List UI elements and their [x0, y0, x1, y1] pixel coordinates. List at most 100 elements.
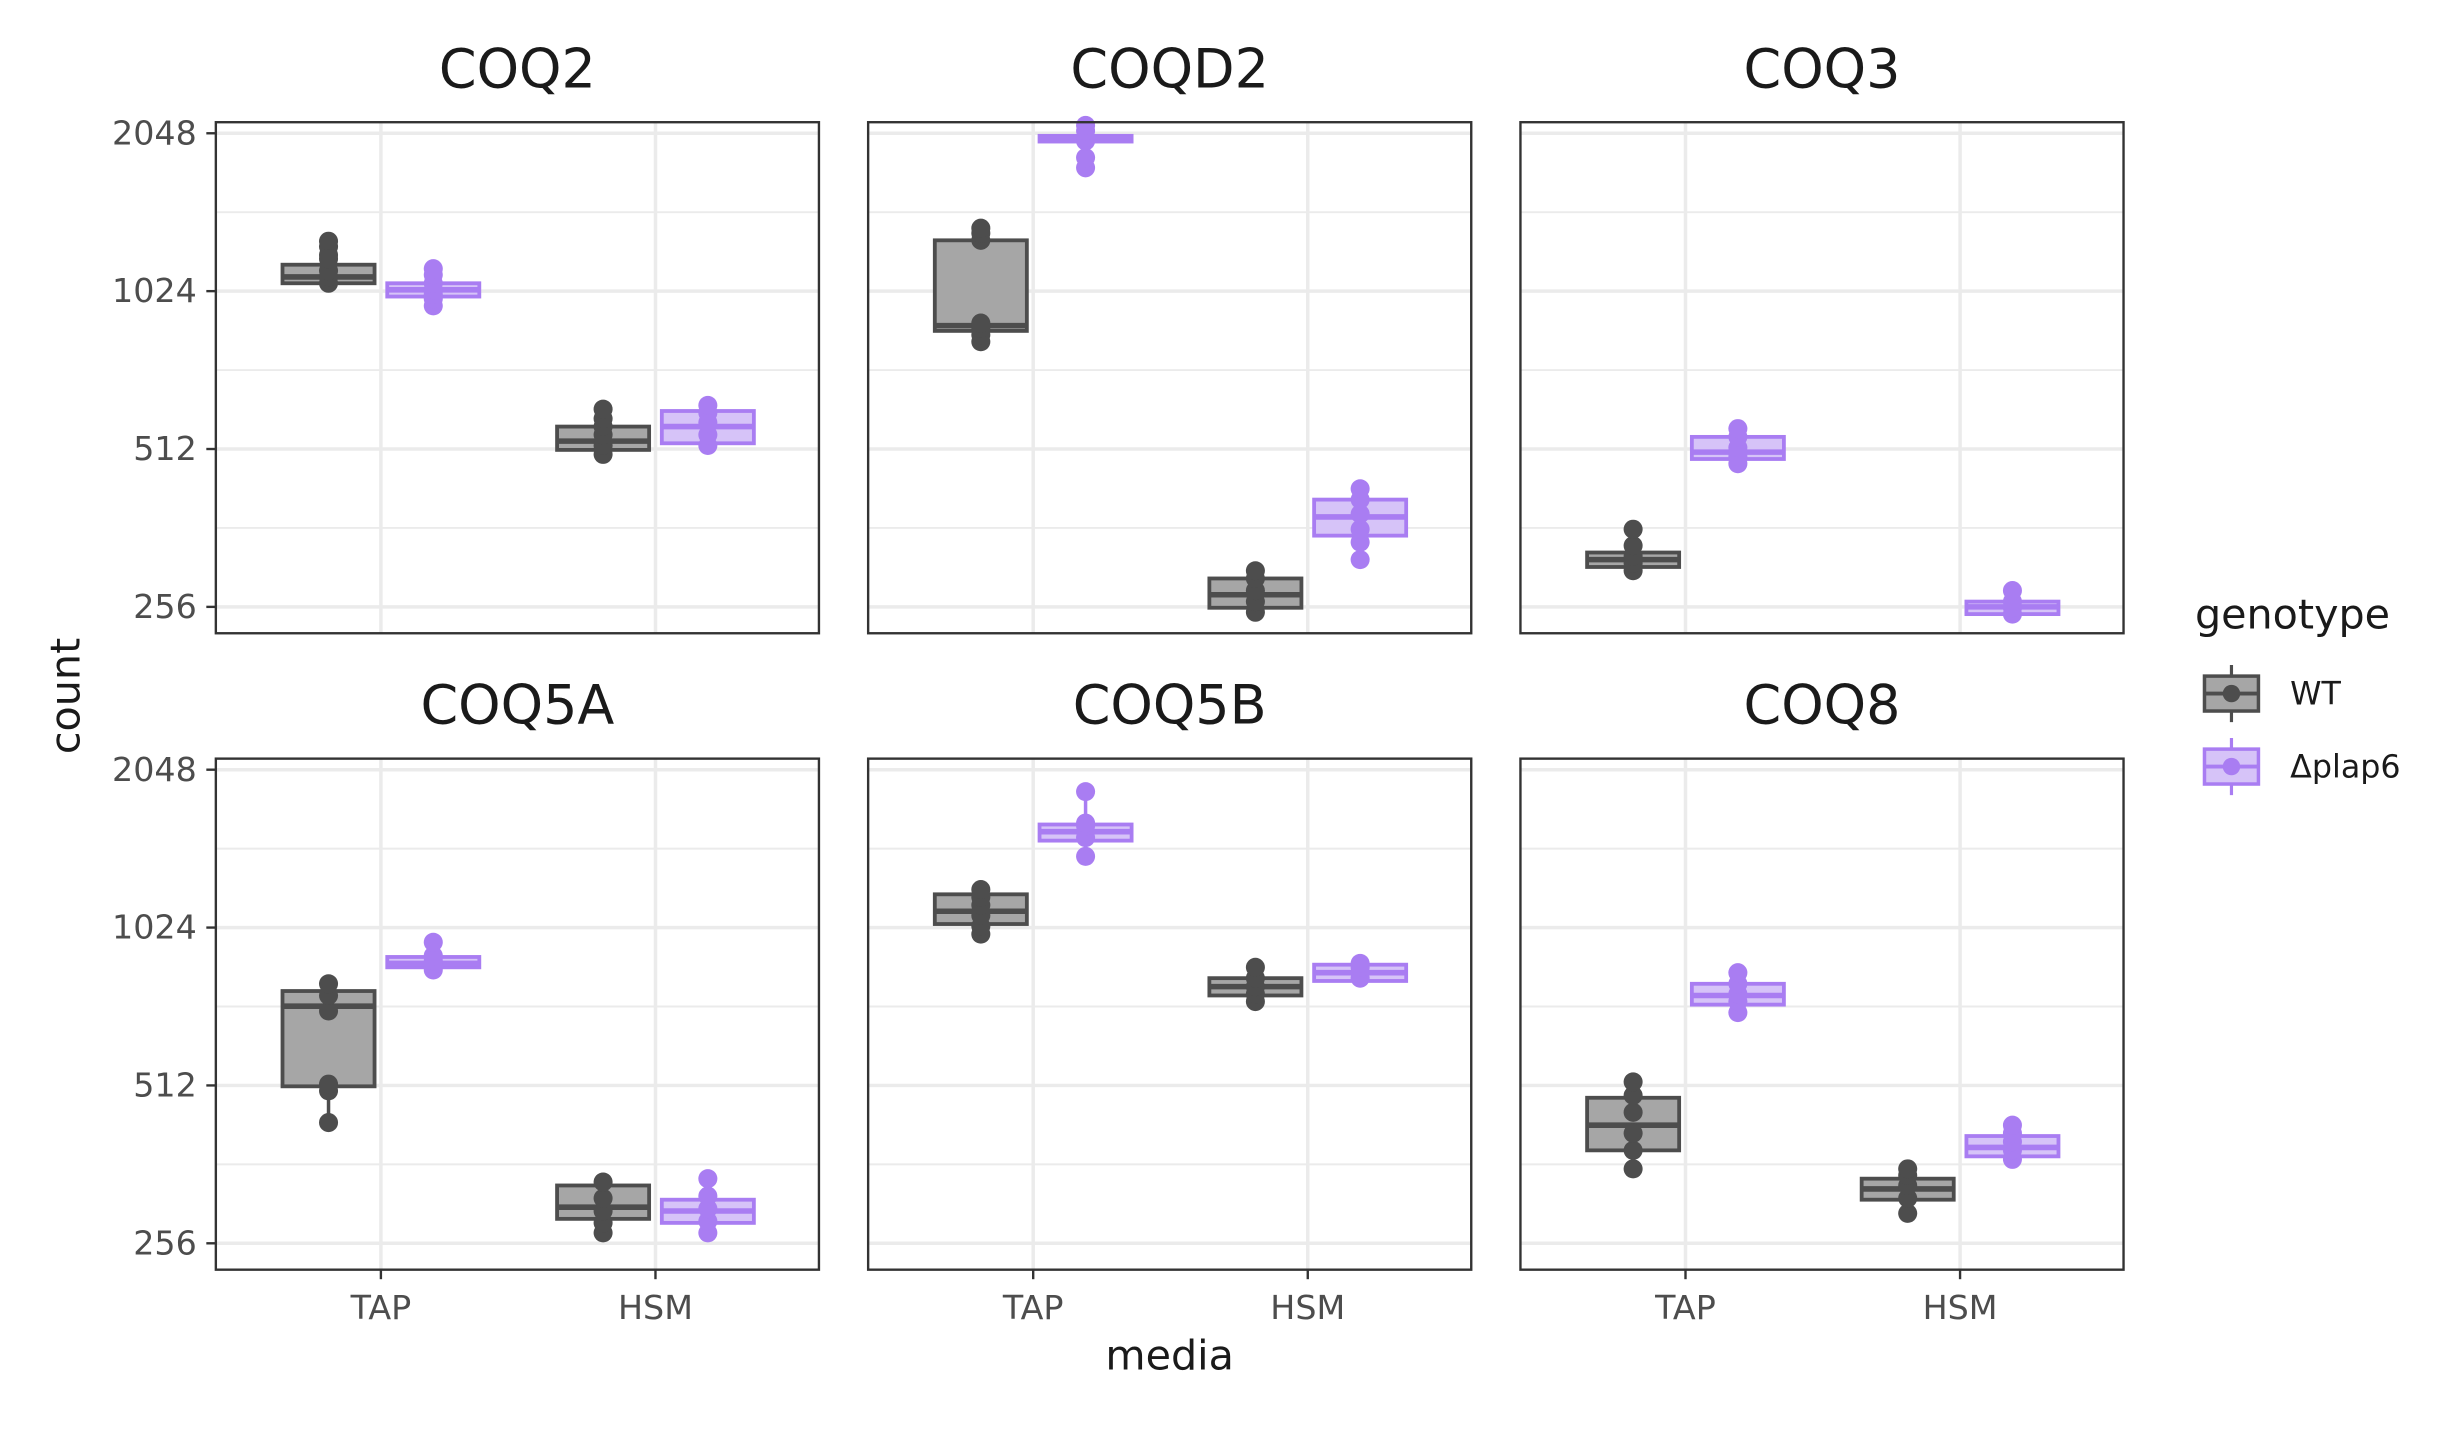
legend: genotype WT Δplap6 [2195, 590, 2401, 796]
box-tap-plap6 [1689, 419, 1786, 474]
legend-label: Δplap6 [2290, 750, 2400, 786]
x-tick-label: HSM [618, 1288, 693, 1327]
facet-title: COQ5B [1073, 674, 1267, 737]
data-point [1350, 479, 1370, 499]
data-point [1350, 953, 1370, 973]
data-point [1623, 1159, 1643, 1179]
box-hsm-wt [555, 399, 652, 464]
data-point [319, 1001, 339, 1021]
box-hsm-plap6 [1964, 1115, 2061, 1169]
data-point [423, 932, 443, 952]
legend-key-point [2222, 684, 2241, 703]
y-tick-label: 1024 [112, 271, 197, 310]
data-point [319, 974, 339, 994]
facet-title: COQD2 [1070, 37, 1268, 100]
data-point [1728, 419, 1748, 439]
box-hsm-plap6 [1312, 953, 1409, 988]
box-tap-plap6 [1689, 963, 1786, 1023]
y-tick-label: 1024 [112, 908, 197, 947]
x-axis-title: media [1105, 1332, 1233, 1380]
y-tick-label: 512 [133, 429, 197, 468]
data-point [2002, 581, 2022, 601]
panel-background [1520, 122, 2124, 634]
x-tick-label: TAP [350, 1288, 412, 1327]
data-point [593, 1172, 613, 1192]
y-axis-title: count [41, 638, 89, 754]
facet-title: COQ3 [1744, 37, 1901, 100]
data-point [593, 399, 613, 419]
data-point [1350, 519, 1370, 539]
data-point [1898, 1203, 1918, 1223]
facet-title: COQ2 [439, 37, 596, 100]
data-point [698, 1169, 718, 1189]
box-hsm-plap6 [1312, 479, 1409, 570]
box-hsm-wt [1859, 1159, 1956, 1223]
data-point [1076, 115, 1096, 135]
y-tick-label: 2048 [112, 750, 197, 789]
data-point [698, 1186, 718, 1206]
box-tap-plap6 [385, 259, 482, 316]
data-point [319, 249, 339, 269]
box-hsm-wt [1207, 957, 1304, 1012]
data-point [1898, 1159, 1918, 1179]
data-point [319, 1113, 339, 1133]
data-point [1623, 536, 1643, 556]
data-point [1728, 963, 1748, 983]
panel-border [1519, 121, 2125, 635]
x-tick-label: TAP [1002, 1288, 1064, 1327]
box-tap-plap6 [1037, 115, 1134, 178]
data-point [1623, 519, 1643, 539]
x-tick-label: TAP [1654, 1288, 1716, 1327]
facet-panel-coq3: COQ3 [1519, 37, 2125, 635]
data-point [1623, 1123, 1643, 1143]
box-tap-plap6 [1037, 782, 1134, 866]
box-tap-wt [1585, 1072, 1682, 1179]
box-tap-wt [280, 231, 377, 293]
data-point [971, 880, 991, 900]
facet-panel-coq2: COQ2 256 512 1024 2048 [112, 37, 821, 635]
y-tick-label: 512 [133, 1066, 197, 1105]
facet-panel-coq5a: COQ5A 256 512 1024 2048 TAP HSM [112, 674, 821, 1327]
data-point [1350, 550, 1370, 570]
data-point [1245, 561, 1265, 581]
data-point [698, 395, 718, 415]
box-hsm-plap6 [659, 1169, 756, 1243]
data-point [1076, 782, 1096, 802]
legend-key-plap6 [2202, 738, 2261, 796]
panel-border [214, 757, 821, 1271]
y-tick-label: 2048 [112, 113, 197, 152]
data-point [1623, 1102, 1643, 1122]
data-point [1350, 504, 1370, 524]
data-point [1245, 957, 1265, 977]
y-tick-label: 256 [133, 1223, 197, 1262]
data-point [971, 313, 991, 333]
data-point [423, 259, 443, 279]
box-hsm-wt [1207, 561, 1304, 622]
data-point [1623, 1072, 1643, 1092]
data-point [423, 946, 443, 966]
box-hsm-plap6 [659, 395, 756, 455]
box-tap-wt [280, 974, 377, 1133]
facet-title: COQ8 [1744, 674, 1901, 737]
panel-background [868, 758, 1472, 1270]
panel-border [866, 757, 1473, 1271]
data-point [1350, 532, 1370, 552]
data-point [1623, 1140, 1643, 1160]
box-hsm-plap6 [1964, 581, 2061, 624]
panel-background [215, 122, 819, 634]
data-point [1623, 1085, 1643, 1105]
data-point [319, 1074, 339, 1094]
data-point [971, 218, 991, 238]
box-tap-plap6 [385, 932, 482, 980]
facet-panel-coqd2: COQD2 [866, 37, 1473, 635]
data-point [1076, 846, 1096, 866]
data-point [319, 231, 339, 251]
panel-border [1519, 757, 2125, 1271]
facet-panel-coq8: COQ8 TAP HSM [1519, 674, 2125, 1327]
box-tap-wt [932, 880, 1029, 944]
panel-border [866, 121, 1473, 635]
legend-key-point [2222, 757, 2241, 776]
box-tap-wt [1585, 519, 1682, 581]
x-tick-label: HSM [1270, 1288, 1345, 1327]
